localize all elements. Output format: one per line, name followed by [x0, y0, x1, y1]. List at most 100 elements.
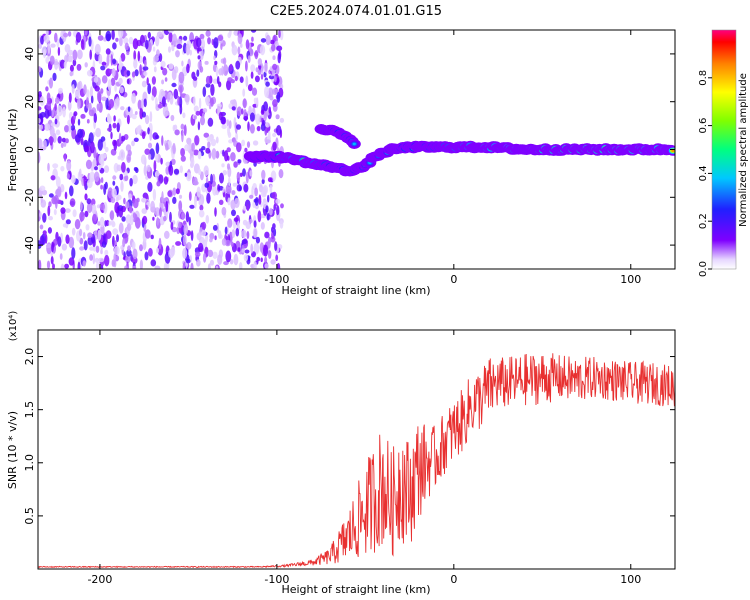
spectrogram-noise-blob [239, 172, 243, 177]
spectrogram-noise-blob [216, 222, 220, 234]
spectrogram-noise-blob [230, 241, 234, 248]
spectrogram-noise-blob [197, 121, 201, 131]
spectrogram-noise-blob [224, 226, 228, 235]
spectrogram-noise-blob [89, 86, 93, 98]
spectrogram-noise-blob [150, 259, 157, 267]
spectrogram-noise-blob [271, 191, 277, 199]
spectrogram-noise-blob [182, 112, 186, 119]
spectrogram-noise-blob [243, 254, 249, 262]
spectrogram-noise-blob [98, 101, 103, 113]
spectrogram-noise-blob [206, 192, 211, 204]
spectrogram-noise-blob [47, 42, 51, 55]
spectrogram-noise-blob [128, 205, 133, 214]
spectrogram-noise-blob [214, 235, 217, 241]
spectrogram-noise-blob [48, 193, 54, 198]
spectrogram-noise-blob [197, 151, 202, 160]
spectrogram-noise-blob [50, 256, 54, 265]
spectrogram-noise-blob [226, 79, 232, 91]
spectrogram-noise-blob [174, 129, 180, 136]
spectrogram-noise-blob [205, 75, 211, 85]
spectrogram-noise-blob [147, 181, 153, 193]
spectrogram-noise-blob [64, 44, 71, 53]
spectrogram-noise-blob [71, 247, 76, 260]
spectrogram-noise-blob [67, 55, 73, 63]
spectrogram-noise-blob [83, 240, 88, 251]
spectrogram-noise-blob [250, 71, 254, 79]
spectrogram-noise-blob [118, 77, 123, 85]
spectrogram-noise-blob [111, 30, 115, 40]
spectrogram-noise-blob [94, 43, 101, 55]
spectrogram-noise-blob [61, 243, 68, 251]
spectrogram-noise-blob [272, 63, 278, 70]
spectrogram-noise-blob [204, 182, 210, 188]
spectrogram-noise-blob [199, 33, 205, 40]
spectrogram-noise-blob [57, 236, 62, 247]
spectrogram-noise-blob [194, 135, 200, 146]
spectrogram-noise-blob [54, 58, 59, 70]
spectrogram-noise-blob [268, 75, 275, 80]
spectrogram-noise-blob [194, 197, 197, 209]
spectrogram-x-tick-label: 0 [450, 273, 457, 286]
spectrogram-noise-blob [198, 200, 202, 206]
spectrogram-noise-blob [205, 214, 210, 224]
spectrogram-noise-blob [202, 108, 208, 113]
spectrogram-noise-blob [267, 87, 274, 98]
spectrogram-noise-blob [251, 36, 254, 42]
spectrogram-noise-blob [43, 139, 47, 150]
spectrogram-noise-blob [151, 86, 157, 98]
spectrogram-noise-blob [132, 248, 138, 260]
spectrogram-noise-blob [90, 198, 96, 206]
spectrogram-noise-blob [209, 259, 215, 266]
spectrogram-noise-blob [143, 164, 147, 177]
spectrogram-noise-blob [188, 216, 191, 226]
spectrogram-noise-blob [179, 86, 183, 98]
spectrogram-noise-blob [263, 109, 267, 122]
spectrogram-noise-blob [144, 229, 151, 239]
spectrogram-noise-blob [84, 62, 88, 68]
spectrogram-noise-blob [243, 116, 249, 121]
spectrogram-noise-blob [237, 159, 242, 164]
spectrogram-noise-blob [193, 105, 199, 113]
spectrogram-noise-blob [196, 69, 200, 77]
spectrogram-noise-blob [52, 72, 57, 82]
spectrogram-noise-blob [134, 69, 139, 77]
spectrogram-noise-blob [98, 153, 105, 165]
spectrogram-noise-blob [225, 250, 232, 263]
spectrogram-noise-blob [256, 256, 261, 262]
spectrogram-noise-blob [227, 131, 232, 138]
spectrogram-noise-blob [230, 152, 236, 162]
spectrogram-noise-blob [74, 219, 81, 230]
spectrogram-noise-blob [88, 132, 94, 144]
spectrogram-noise-blob [106, 54, 110, 67]
spectrogram-noise-blob [203, 165, 209, 176]
spectrogram-noise-blob [181, 130, 184, 143]
spectrogram-noise-blob [267, 238, 271, 249]
spectrogram-noise-blob [156, 180, 161, 187]
spectrogram-noise-blob [265, 205, 269, 213]
spectrogram-noise-blob [193, 149, 199, 156]
spectrogram-noise-blob [254, 197, 259, 206]
spectrogram-noise-blob [260, 222, 265, 230]
spectrogram-noise-blob [124, 42, 129, 51]
spectrogram-noise-blob [105, 48, 111, 55]
spectrogram-noise-blob [217, 35, 224, 41]
spectrogram-noise-blob [64, 263, 69, 269]
spectrogram-noise-blob [168, 63, 174, 70]
spectrogram-noise-blob [268, 250, 272, 259]
spectrogram-noise-blob [122, 238, 126, 248]
spectrogram-x-tick-label: -200 [87, 273, 112, 286]
spectrogram-noise-blob [235, 227, 240, 237]
spectrogram-noise-blob [276, 205, 280, 216]
spectrogram-noise-blob [39, 224, 44, 230]
spectrogram-noise-blob [145, 39, 149, 50]
spectrogram-noise-blob [38, 124, 43, 131]
spectrogram-noise-blob [86, 119, 90, 124]
spectrogram-noise-blob [163, 215, 167, 222]
spectrogram-noise-blob [262, 186, 267, 197]
spectrogram-noise-blob [153, 160, 157, 172]
spectrogram-noise-blob [192, 76, 198, 81]
spectrogram-noise-blob [112, 228, 119, 236]
spectrogram-noise-blob [61, 137, 66, 143]
spectrogram-noise-blob [40, 35, 44, 45]
spectrogram-noise-blob [215, 150, 220, 159]
